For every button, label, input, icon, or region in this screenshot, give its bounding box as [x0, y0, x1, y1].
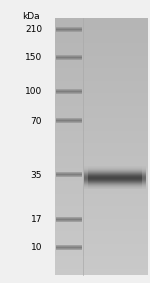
Text: 150: 150	[25, 53, 42, 63]
Bar	[55, 18, 148, 275]
Text: 100: 100	[25, 87, 42, 97]
Text: 17: 17	[30, 215, 42, 224]
Text: 70: 70	[30, 117, 42, 125]
Text: 35: 35	[30, 170, 42, 179]
Text: 10: 10	[30, 243, 42, 252]
Text: 210: 210	[25, 25, 42, 35]
Text: kDa: kDa	[22, 12, 40, 21]
